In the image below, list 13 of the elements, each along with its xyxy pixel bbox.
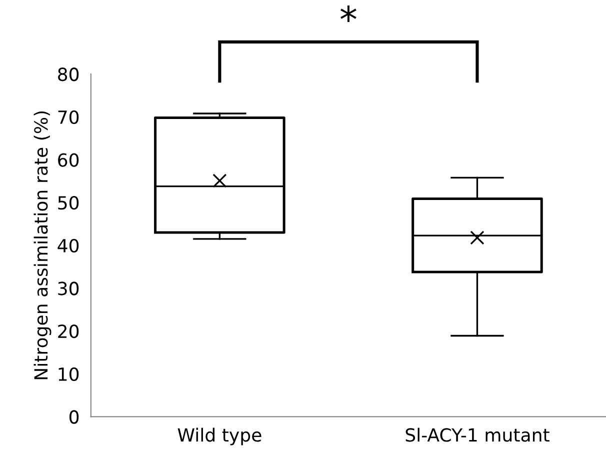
y-tick-label: 20 [58, 324, 79, 338]
y-tick-label: 70 [58, 110, 79, 124]
y-tick-label: 30 [58, 282, 79, 296]
text: * [340, 6, 356, 22]
y-tick-label: 0 [69, 410, 79, 424]
y-tick-label: 10 [58, 367, 79, 381]
y-tick-label: 50 [58, 196, 79, 210]
y-tick-label: 60 [58, 153, 79, 167]
x-tick-label: Wild type [178, 428, 262, 446]
y-tick-label: 80 [58, 68, 79, 82]
x-tick-label: Sl-ACY-1 mutant [406, 428, 550, 442]
y-axis-title: Nitrogen assimilation rate (%) [34, 111, 52, 380]
y-tick-label: 40 [58, 238, 79, 253]
